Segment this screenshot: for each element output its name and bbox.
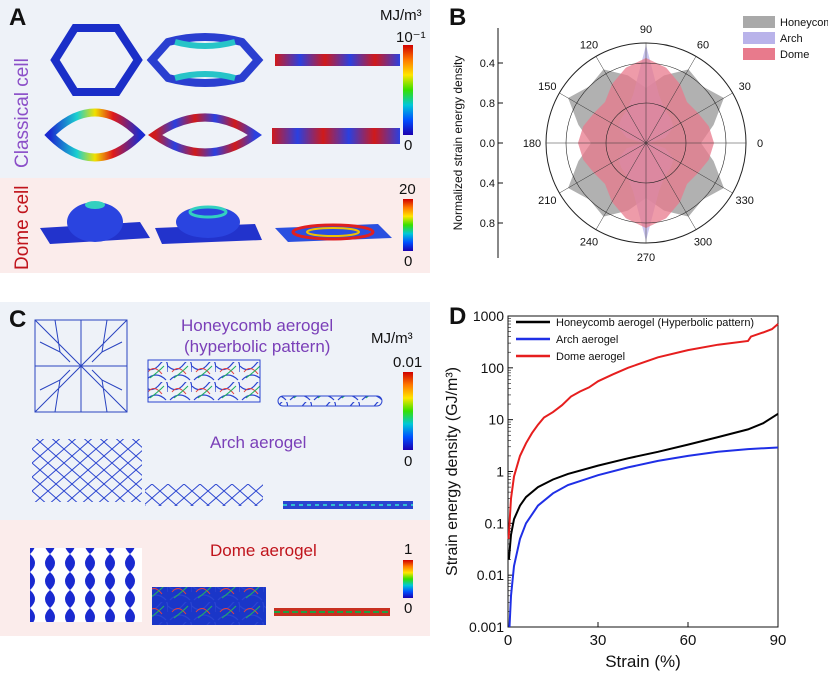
aerogel-structure-images	[30, 319, 413, 625]
line-series-2	[507, 323, 779, 539]
polar-radial-tick-label: 0.4	[480, 58, 495, 70]
polar-angle-tick-label: 210	[538, 195, 556, 207]
panel-c-colorbar-1	[403, 372, 413, 450]
polar-spoke	[645, 92, 733, 144]
line-chart-x-tick-label: 30	[590, 632, 607, 649]
dome-cell-compressed	[155, 205, 262, 244]
line-legend-label: Honeycomb aerogel (Hyperbolic pattern)	[556, 317, 754, 329]
line-chart-y-tick-label: 0.001	[469, 619, 504, 635]
dome-aerogel-flattened	[274, 608, 390, 616]
panel-c-colorbar-2	[403, 560, 413, 598]
line-chart-y-tick-label: 1	[496, 464, 504, 480]
honeycomb-aerogel-subtitle: (hyperbolic pattern)	[184, 337, 331, 356]
arch-aerogel-undeformed	[32, 439, 142, 502]
line-chart-y-tick-label: 10	[488, 412, 504, 428]
polar-legend-label: Arch	[780, 33, 803, 45]
hyperbolic-honeycomb-flattened	[277, 395, 383, 407]
honeycomb-aerogel-title: Honeycomb aerogel	[181, 316, 334, 335]
panel-a-colorbar-2	[403, 199, 413, 251]
arch-aerogel-compressed	[145, 484, 263, 506]
arch-aerogel-flattened	[283, 501, 413, 509]
polar-legend-swatch	[743, 16, 775, 28]
honeycomb-cell-undeformed	[50, 24, 143, 96]
dome-aerogel-title: Dome aerogel	[210, 541, 317, 560]
polar-y-axis-label: Normalized strain energy density	[451, 56, 465, 231]
polar-angle-tick-label: 120	[580, 39, 598, 51]
honeycomb-cell-flattened	[275, 54, 400, 66]
classical-cell-deformation-images	[40, 24, 400, 244]
line-chart-y-tick-label: 0.1	[485, 515, 505, 531]
polar-spoke	[645, 142, 733, 194]
hyperbolic-honeycomb-undeformed	[34, 319, 128, 413]
panel-c-colorbar-2-max: 1	[404, 541, 413, 558]
polar-radial-tick-label: 0.4	[480, 178, 495, 190]
polar-spoke	[645, 56, 697, 144]
polar-angle-tick-label: 90	[640, 24, 652, 36]
line-legend-label: Arch aerogel	[556, 334, 618, 346]
polar-radial-tick-label: 0.0	[480, 138, 495, 150]
panel-c-colorbar-2-min: 0	[404, 600, 413, 617]
polar-angle-tick-label: 330	[736, 195, 754, 207]
line-chart-y-tick-label: 100	[481, 360, 505, 376]
polar-spoke	[595, 56, 647, 144]
line-chart-x-tick-label: 90	[770, 632, 787, 649]
line-chart-y-tick-label: 1000	[473, 308, 504, 324]
line-chart-y-axis-label: Strain energy density (GJ/m³)	[444, 367, 461, 576]
panel-a-letter: A	[9, 4, 27, 31]
line-legend-label: Dome aerogel	[556, 351, 625, 363]
polar-angle-tick-label: 0	[757, 138, 763, 150]
panel-c-colorbar-unit: MJ/m³	[371, 330, 413, 347]
polar-spoke	[559, 92, 647, 144]
hyperbolic-honeycomb-compressed	[147, 359, 261, 403]
polar-angle-tick-label: 240	[580, 237, 598, 249]
panel-d-letter: D	[449, 303, 467, 330]
panel-a-colorbar-1-max: 10⁻¹	[396, 29, 426, 46]
polar-angle-tick-label: 300	[694, 237, 712, 249]
polar-spoke	[645, 142, 697, 230]
panel-a-colorbar-1	[403, 45, 413, 135]
line-chart-y-tick-label: 0.01	[477, 567, 504, 583]
line-series-1	[508, 446, 779, 628]
polar-angle-tick-label: 150	[538, 81, 556, 93]
strain-energy-line-chart: 0.001 0.01 0.1 1 10 100 1000 0 30 60 90 Strain (%) S…	[444, 308, 787, 671]
polar-legend-swatch	[743, 48, 775, 60]
polar-angle-tick-label: 30	[739, 81, 751, 93]
polar-strain-energy-chart: 0 30 60 90 120 150 180 210 240 270 300 330 0.4 0.8 0.0…	[451, 16, 828, 264]
polar-radial-tick-label: 0.8	[480, 218, 495, 230]
dome-cell-undeformed	[40, 201, 150, 244]
line-chart-x-tick-label: 60	[680, 632, 697, 649]
panel-a-colorbar-unit: MJ/m³	[380, 7, 422, 24]
polar-radial-tick-label: 0.8	[480, 98, 495, 110]
panel-c-colorbar-1-max: 0.01	[393, 354, 423, 371]
panel-b-letter: B	[449, 4, 467, 31]
polar-angle-tick-label: 60	[697, 39, 709, 51]
arch-cell-compressed	[148, 113, 262, 157]
dome-aerogel-undeformed	[30, 548, 142, 622]
panel-a-colorbar-2-min: 0	[404, 253, 413, 270]
panel-c-letter: C	[9, 306, 27, 333]
arch-cell-undeformed	[44, 108, 146, 162]
polar-spoke	[559, 142, 647, 194]
panel-a-colorbar-2-max: 20	[399, 181, 416, 198]
panel-a-colorbar-1-min: 0	[404, 137, 413, 154]
panel-c-colorbar-1-min: 0	[404, 453, 413, 470]
arch-cell-flattened	[272, 128, 400, 144]
honeycomb-cell-compressed	[146, 33, 264, 87]
polar-spoke	[595, 142, 647, 230]
line-chart-x-tick-label: 0	[504, 632, 512, 649]
arch-aerogel-title: Arch aerogel	[210, 433, 307, 452]
polar-angle-tick-label: 270	[637, 252, 655, 264]
line-series-0	[507, 412, 779, 560]
dome-aerogel-compressed	[152, 587, 266, 625]
polar-legend-label: Honeycomb	[780, 17, 828, 29]
polar-legend-label: Dome	[780, 49, 809, 61]
polar-angle-tick-label: 180	[523, 138, 541, 150]
polar-legend-swatch	[743, 32, 775, 44]
line-chart-x-axis-label: Strain (%)	[605, 652, 681, 671]
dome-cell-flattened	[275, 223, 392, 242]
